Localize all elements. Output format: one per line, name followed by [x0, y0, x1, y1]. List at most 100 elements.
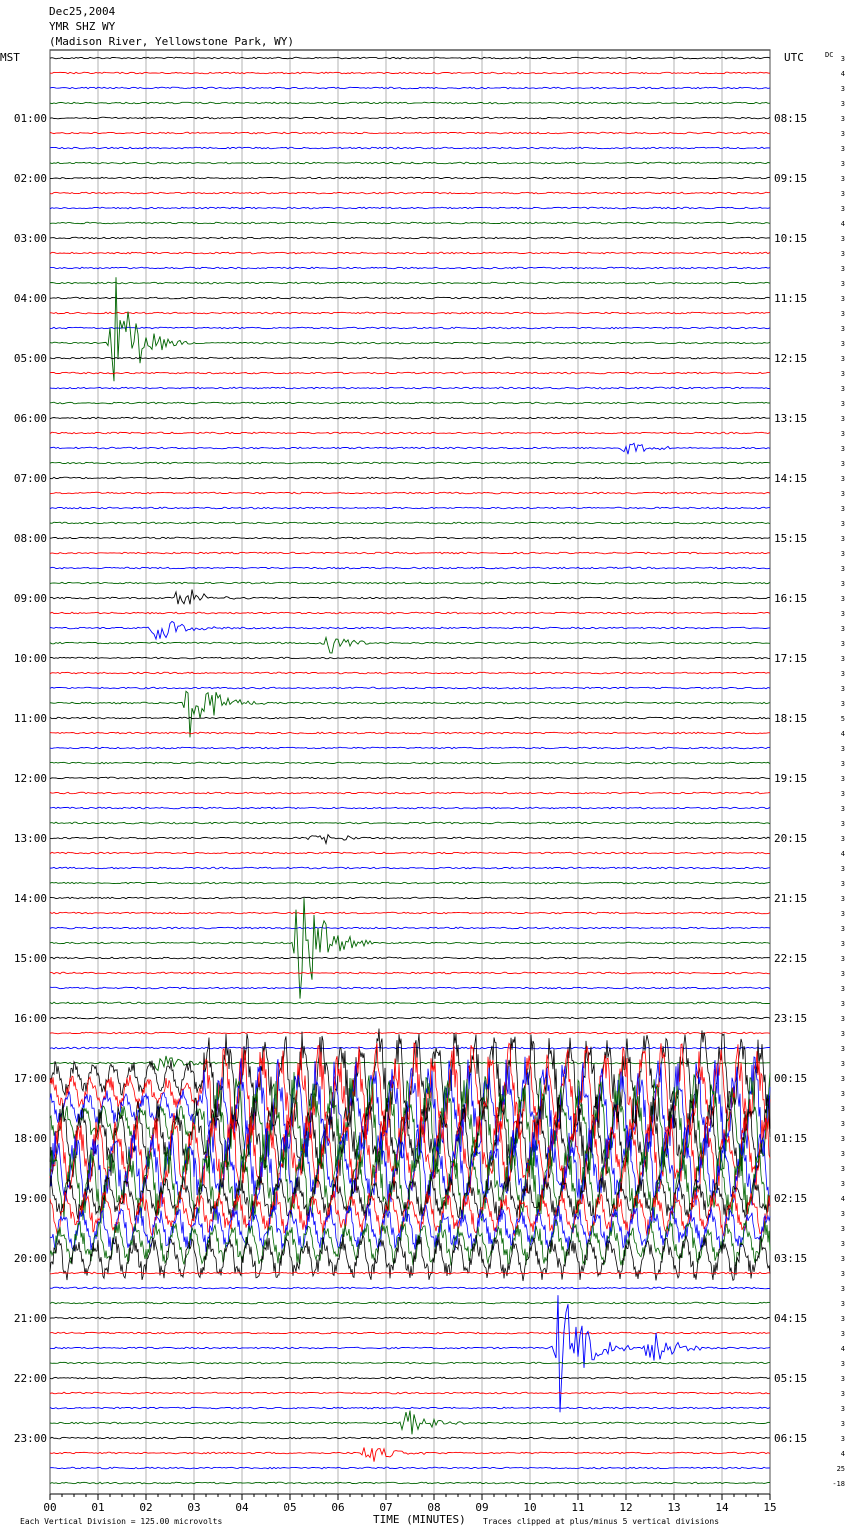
- left-timezone-label: MST: [0, 51, 20, 64]
- dc-offset-label: 3: [841, 370, 845, 378]
- trace-line: [49, 476, 771, 480]
- trace-line: [49, 851, 771, 855]
- x-tick-label: 09: [475, 1501, 488, 1514]
- dc-offset-label: 3: [841, 970, 845, 978]
- right-hour-label: 00:15: [774, 1072, 807, 1085]
- trace-line: [49, 866, 771, 870]
- dc-offset-label: 3: [841, 1240, 845, 1248]
- x-tick-label: 14: [715, 1501, 729, 1514]
- x-tick-label: 07: [379, 1501, 392, 1514]
- dc-offset-label: 3: [841, 880, 845, 888]
- trace-line: [49, 635, 771, 654]
- dc-offset-label: 3: [841, 820, 845, 828]
- trace-line: [49, 206, 771, 210]
- trace-line: [49, 296, 771, 300]
- trace-line: [49, 461, 771, 465]
- dc-offset-label: 3: [841, 1375, 845, 1383]
- header-station: YMR SHZ WY: [49, 20, 116, 33]
- trace-line: [49, 1295, 771, 1413]
- x-tick-label: 05: [283, 1501, 296, 1514]
- trace-line: [49, 926, 771, 930]
- right-hour-label: 19:15: [774, 772, 807, 785]
- dc-offset-label: 3: [841, 580, 845, 588]
- dc-offset-label: 3: [841, 805, 845, 813]
- dc-offset-label: 3: [841, 1285, 845, 1293]
- dc-offset-label: 3: [841, 85, 845, 93]
- right-hour-label: 01:15: [774, 1132, 807, 1145]
- dc-offset-label: 3: [841, 1090, 845, 1098]
- trace-line: [49, 806, 771, 810]
- right-hour-label: 08:15: [774, 112, 807, 125]
- dc-offset-label: 3: [841, 1255, 845, 1263]
- trace-line: [49, 251, 771, 255]
- dc-offset-label: 3: [841, 1435, 845, 1443]
- trace-line: [49, 86, 771, 90]
- dc-offset-label: 3: [841, 925, 845, 933]
- trace-line: [49, 589, 771, 605]
- dc-offset-label: 3: [841, 1000, 845, 1008]
- clip-note: Traces clipped at plus/minus 5 vertical …: [483, 1517, 719, 1526]
- trace-line: [49, 176, 771, 180]
- dc-offset-label: 3: [841, 175, 845, 183]
- x-axis-label: TIME (MINUTES): [373, 1513, 466, 1526]
- x-tick-label: 12: [619, 1501, 632, 1514]
- trace-line: [49, 1174, 771, 1222]
- left-hour-label: 05:00: [14, 352, 47, 365]
- right-hour-label: 09:15: [774, 172, 807, 185]
- trace-line: [49, 1219, 771, 1267]
- dc-offset-label: 3: [841, 145, 845, 153]
- trace-line: [49, 1001, 771, 1005]
- header-location: (Madison River, Yellowstone Park, WY): [49, 35, 295, 48]
- dc-offset-label: 3: [841, 670, 845, 678]
- right-hour-label: 21:15: [774, 892, 807, 905]
- dc-header-label: DC: [825, 51, 833, 59]
- trace-line: [49, 221, 771, 225]
- trace-line: [49, 1331, 770, 1335]
- trace-line: [49, 686, 771, 690]
- right-timezone-label: UTC: [784, 51, 804, 64]
- dc-offset-label: 3: [841, 355, 845, 363]
- header-date: Dec25,2004: [49, 5, 116, 18]
- x-tick-label: 10: [523, 1501, 536, 1514]
- trace-line: [49, 1286, 771, 1290]
- dc-offset-label: 3: [841, 400, 845, 408]
- dc-offset-label: 3: [841, 940, 845, 948]
- trace-line: [49, 1316, 771, 1320]
- trace-line: [49, 101, 771, 105]
- left-hour-label: 01:00: [14, 112, 47, 125]
- dc-offset-label: 3: [841, 1120, 845, 1128]
- trace-line: [49, 1203, 771, 1253]
- dc-offset-label: 4: [841, 1450, 845, 1458]
- trace-line: [49, 581, 771, 585]
- dc-offset-label: 3: [841, 625, 845, 633]
- x-tick-label: 04: [235, 1501, 249, 1514]
- trace-line: [49, 281, 771, 285]
- dc-offset-label: 3: [841, 160, 845, 168]
- dc-offset-label: 3: [841, 1390, 845, 1398]
- dc-offset-label: 3: [841, 190, 845, 198]
- left-hour-label: 06:00: [14, 412, 47, 425]
- dc-offset-label: 3: [841, 55, 845, 63]
- right-hour-label: 20:15: [774, 832, 807, 845]
- trace-line: [49, 1391, 771, 1395]
- dc-offset-label: 3: [841, 1150, 845, 1158]
- trace-line: [49, 236, 771, 240]
- x-tick-label: 03: [187, 1501, 200, 1514]
- dc-offset-label: 3: [841, 685, 845, 693]
- dc-offset-label: 3: [841, 430, 845, 438]
- trace-line: [49, 277, 771, 382]
- dc-offset-label: 3: [841, 1315, 845, 1323]
- x-tick-label: 06: [331, 1501, 344, 1514]
- trace-line: [49, 116, 771, 120]
- x-tick-label: 15: [763, 1501, 776, 1514]
- trace-line: [49, 371, 771, 375]
- trace-line: [49, 1031, 771, 1035]
- left-hour-label: 04:00: [14, 292, 47, 305]
- trace-line: [49, 881, 771, 885]
- right-hour-label: 12:15: [774, 352, 807, 365]
- trace-line: [49, 1406, 771, 1410]
- dc-offset-label: 3: [841, 1270, 845, 1278]
- dc-offset-label: 3: [841, 610, 845, 618]
- dc-offset-label: 3: [841, 505, 845, 513]
